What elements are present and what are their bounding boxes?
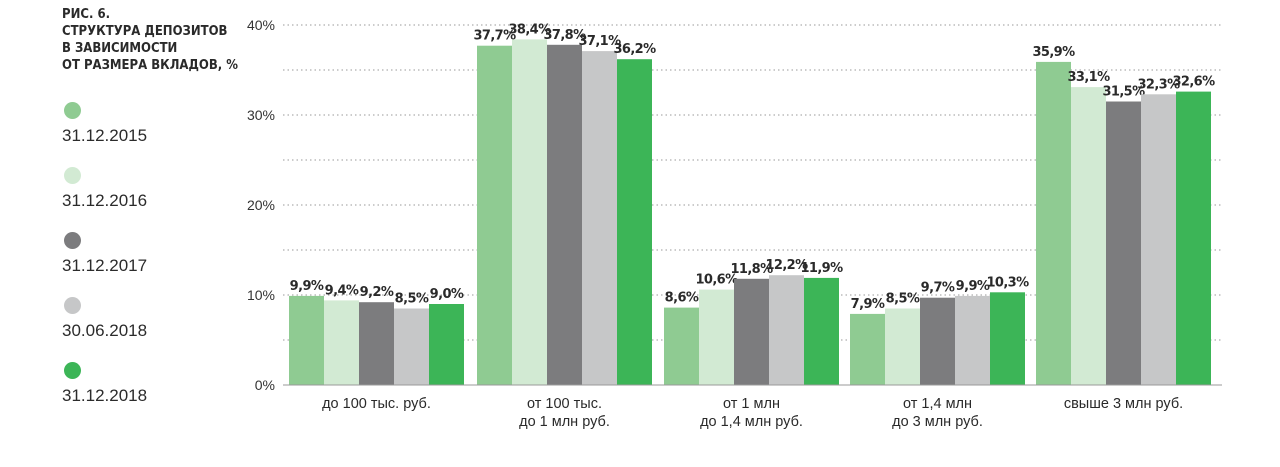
- bar: [512, 39, 547, 386]
- x-category-label: от 100 тыс.: [527, 396, 602, 412]
- bar: [699, 289, 734, 385]
- data-label: 9,9%: [956, 279, 990, 294]
- data-label: 9,2%: [360, 285, 394, 300]
- data-label: 9,4%: [325, 283, 359, 298]
- y-tick-label: 0%: [255, 377, 275, 393]
- bar: [1071, 87, 1106, 385]
- legend-label: 30.06.2018: [62, 321, 148, 340]
- data-label: 32,6%: [1172, 75, 1215, 90]
- y-tick-label: 30%: [247, 107, 275, 123]
- data-label: 9,0%: [430, 287, 464, 302]
- bar: [477, 45, 512, 385]
- legend-item: 31.12.2016: [62, 167, 222, 210]
- data-label: 8,6%: [665, 291, 699, 306]
- x-category-label: до 1 млн руб.: [519, 414, 610, 430]
- legend-swatch: [64, 297, 81, 314]
- bar: [804, 277, 839, 385]
- x-category-label: до 3 млн руб.: [892, 414, 983, 430]
- bar: [547, 44, 582, 386]
- bar: [1141, 94, 1176, 386]
- x-category-label: от 1 млн: [723, 396, 780, 412]
- bar: [582, 51, 617, 385]
- chart-title-line: ОТ РАЗМЕРА ВКЛАДОВ, %: [62, 58, 238, 73]
- y-tick-label: 40%: [247, 17, 275, 33]
- legend-label: 31.12.2015: [62, 126, 148, 145]
- legend-swatch: [64, 167, 81, 184]
- bar: [850, 313, 885, 385]
- legend-label: 31.12.2017: [62, 256, 148, 275]
- data-label: 31,5%: [1102, 85, 1145, 100]
- data-label: 36,2%: [613, 42, 656, 57]
- bar: [990, 292, 1025, 385]
- legend-item: 30.06.2018: [62, 297, 222, 340]
- data-label: 35,9%: [1032, 45, 1075, 60]
- x-category-label: от 1,4 млн: [903, 396, 972, 412]
- bar: [1106, 101, 1141, 385]
- bar: [734, 278, 769, 385]
- data-label: 37,8%: [543, 28, 586, 43]
- data-label: 32,3%: [1137, 77, 1180, 92]
- legend-swatch: [64, 362, 81, 379]
- bar: [920, 297, 955, 385]
- data-label: 33,1%: [1067, 70, 1110, 85]
- data-label: 38,4%: [508, 22, 551, 37]
- data-label: 9,9%: [290, 279, 324, 294]
- legend-item: 31.12.2015: [62, 102, 222, 145]
- data-label: 9,7%: [921, 281, 955, 296]
- x-category-label: до 1,4 млн руб.: [700, 414, 803, 430]
- bar: [359, 302, 394, 385]
- chart-title: РИС. 6. СТРУКТУРА ДЕПОЗИТОВ В ЗАВИСИМОСТ…: [62, 6, 252, 74]
- bar: [1036, 61, 1071, 386]
- x-category-label: до 100 тыс. руб.: [322, 396, 431, 412]
- bar: [617, 59, 652, 385]
- chart-title-line: РИС. 6.: [62, 7, 111, 22]
- data-label: 10,3%: [986, 275, 1029, 290]
- bar: [769, 275, 804, 385]
- bar: [429, 304, 464, 385]
- data-label: 37,1%: [578, 34, 621, 49]
- y-tick-label: 20%: [247, 197, 275, 213]
- data-label: 10,6%: [695, 273, 738, 288]
- legend-label: 31.12.2018: [62, 386, 148, 405]
- bar: [664, 307, 699, 385]
- bar: [394, 308, 429, 385]
- legend-label: 31.12.2016: [62, 191, 148, 210]
- bar: [324, 300, 359, 385]
- data-label: 7,9%: [851, 297, 885, 312]
- data-label: 8,5%: [395, 292, 429, 307]
- data-label: 11,9%: [800, 261, 843, 276]
- bar: [1176, 91, 1211, 385]
- chart-title-line: В ЗАВИСИМОСТИ: [62, 41, 178, 56]
- legend-item: 31.12.2017: [62, 232, 222, 275]
- bar: [289, 295, 324, 385]
- data-label: 11,8%: [730, 262, 773, 277]
- data-label: 8,5%: [886, 292, 920, 307]
- data-label: 37,7%: [473, 29, 516, 44]
- bar: [885, 308, 920, 385]
- legend-item: 31.12.2018: [62, 362, 222, 405]
- data-label: 12,2%: [765, 258, 808, 273]
- legend-swatch: [64, 232, 81, 249]
- x-category-label: свыше 3 млн руб.: [1064, 396, 1183, 412]
- chart-title-line: СТРУКТУРА ДЕПОЗИТОВ: [62, 24, 228, 39]
- bar: [955, 295, 990, 385]
- y-tick-label: 10%: [247, 287, 275, 303]
- legend-swatch: [64, 102, 81, 119]
